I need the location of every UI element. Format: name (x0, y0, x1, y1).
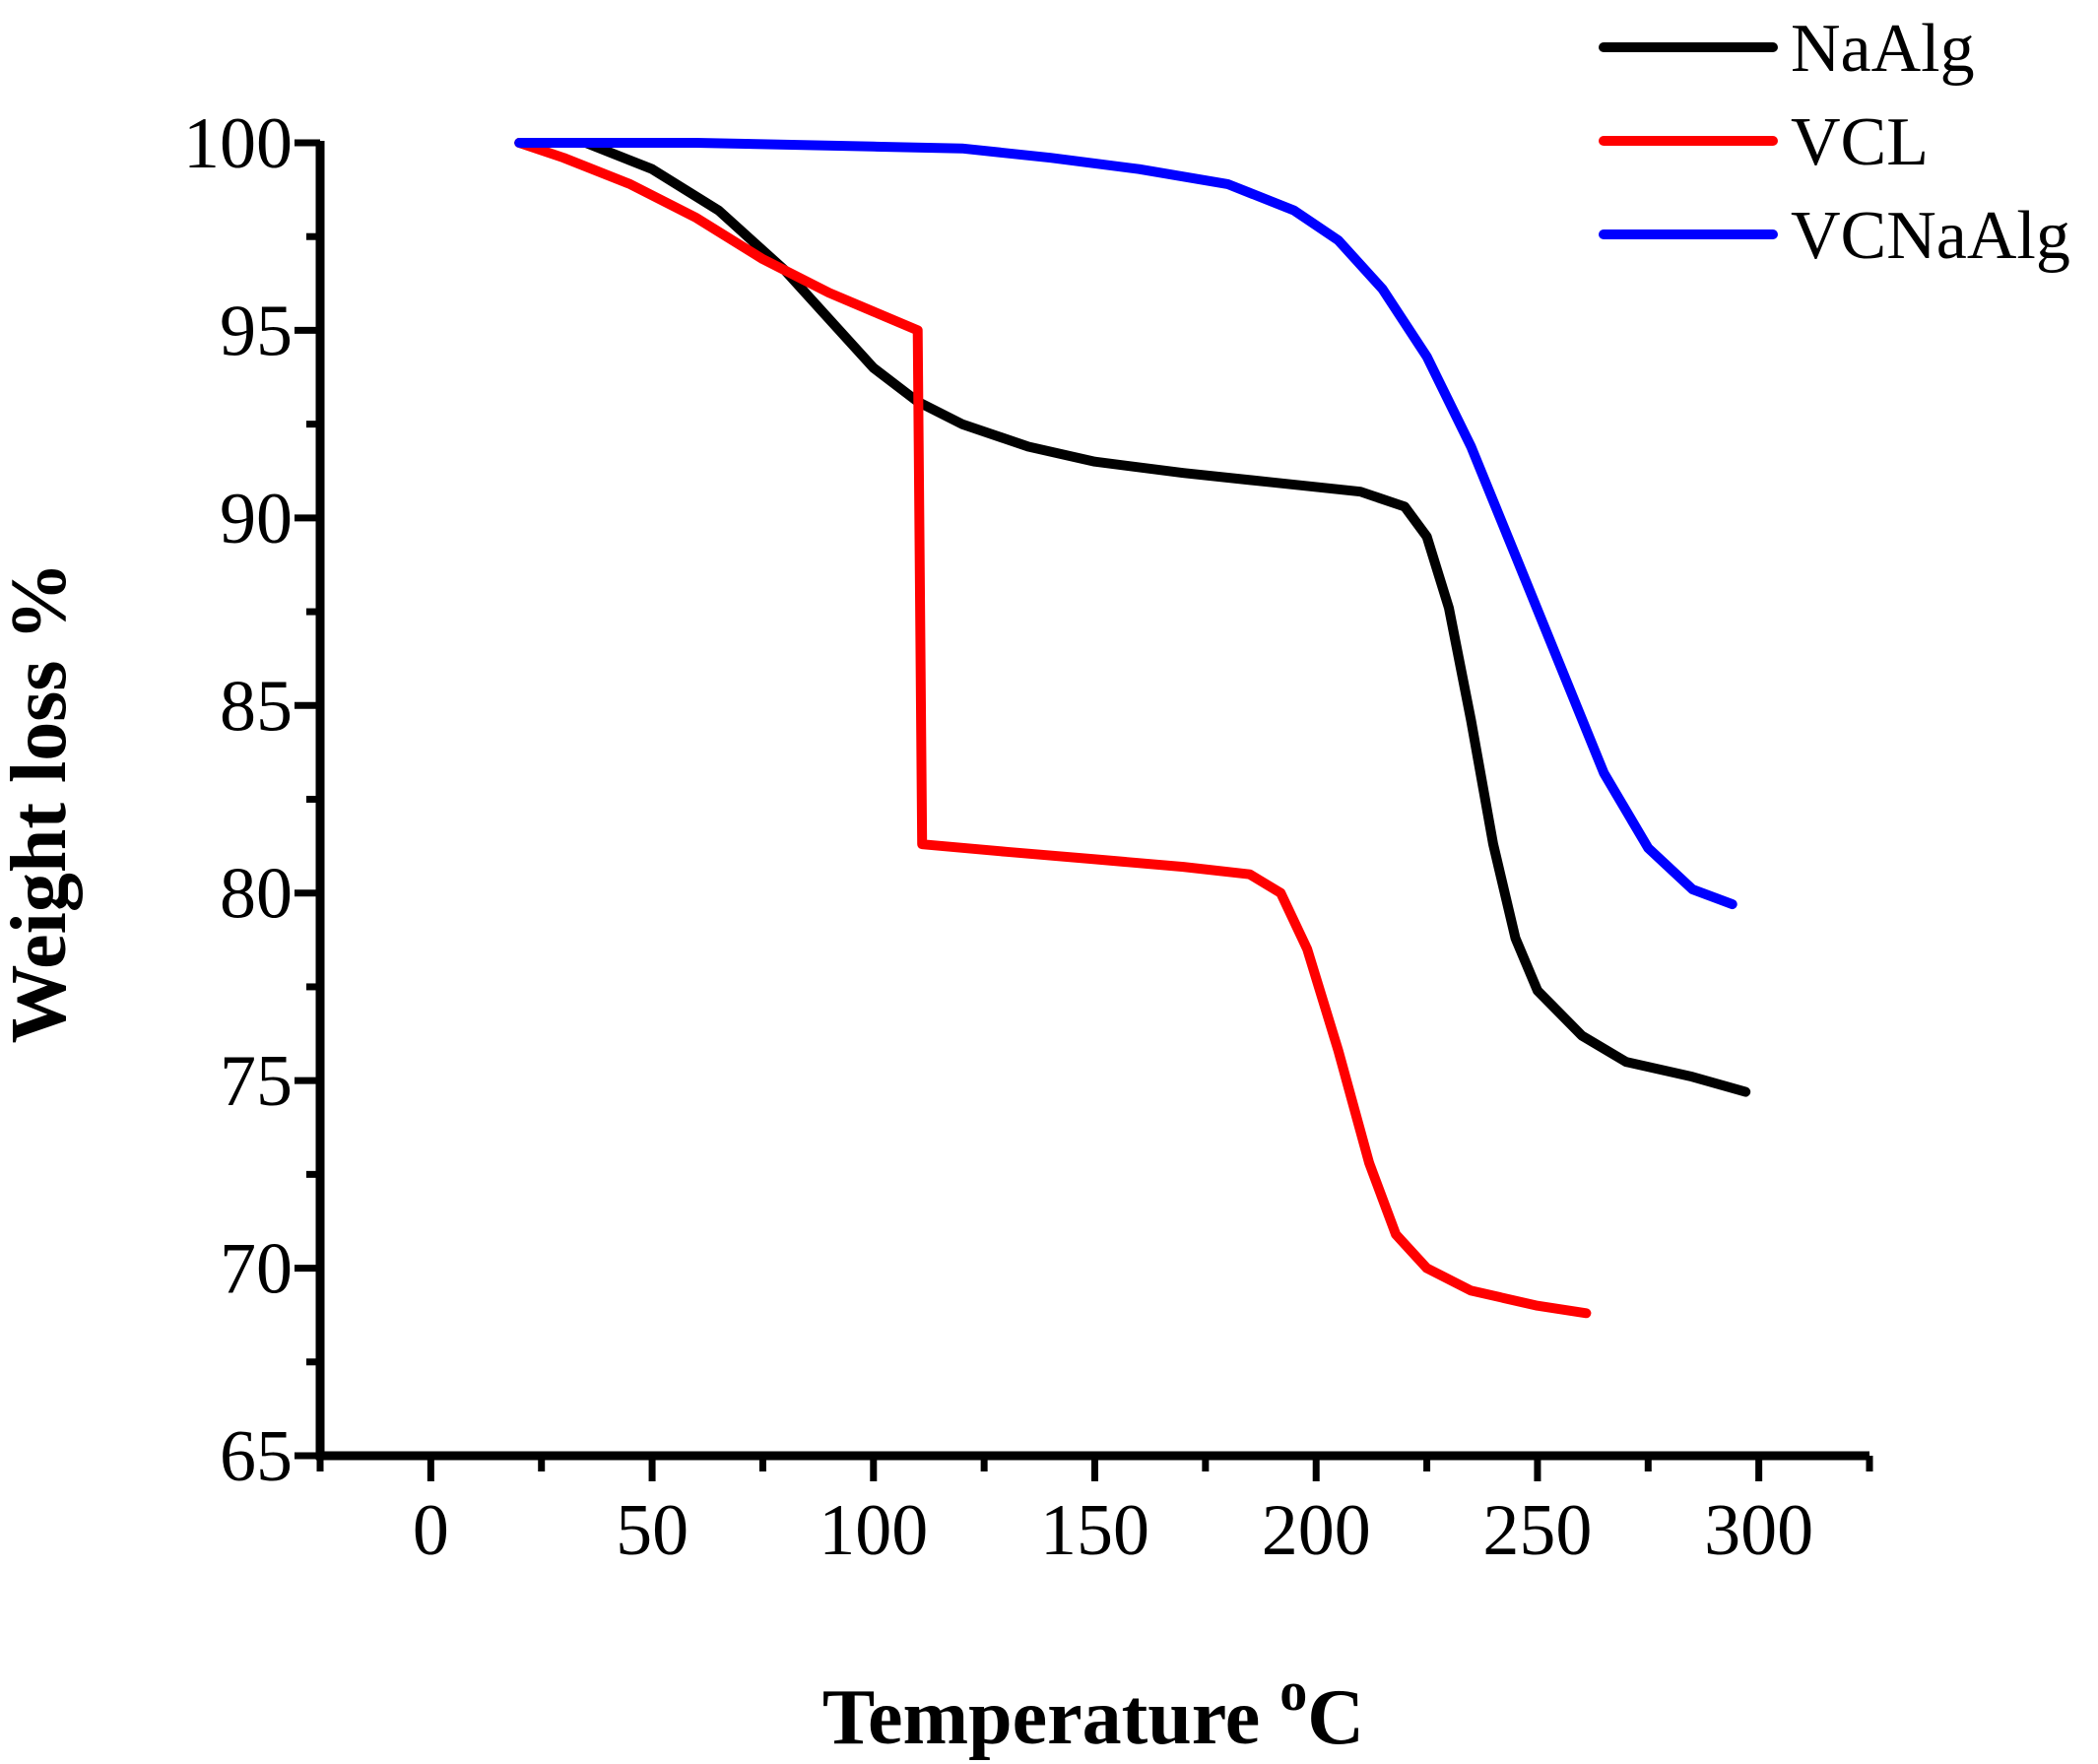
x-tick-label: 300 (1704, 1490, 1813, 1571)
y-tick-label: 100 (183, 103, 293, 184)
legend: NaAlg VCL VCNaAlg (1599, 11, 2070, 274)
legend-label-vcnaalg: VCNaAlg (1791, 198, 2070, 274)
y-tick-label: 70 (220, 1229, 293, 1310)
axes (295, 139, 1873, 1481)
y-tick-label: 85 (220, 666, 293, 747)
legend-label-naalg: NaAlg (1791, 11, 1975, 87)
y-axis-title: Weight loss % (0, 562, 83, 1044)
y-tick-label: 90 (220, 479, 293, 559)
x-tick-label: 150 (1040, 1490, 1149, 1571)
y-tick-label: 75 (220, 1041, 293, 1122)
series-line-naalg (514, 138, 1751, 1097)
x-axis-title: Temperature oC (822, 1662, 1364, 1761)
legend-label-vcl: VCL (1791, 104, 1929, 180)
series-layer (514, 138, 1751, 1319)
x-tick-label: 0 (413, 1490, 449, 1571)
tick-labels: 65 70 75 80 85 90 95 100 0 50 100 150 200 250 300 (183, 103, 1813, 1571)
x-tick-label: 200 (1262, 1490, 1371, 1571)
y-tick-label: 80 (220, 854, 293, 935)
series-line-vcl (514, 138, 1592, 1319)
y-tick-label: 65 (220, 1416, 293, 1497)
x-tick-label: 100 (819, 1490, 928, 1571)
y-tick-label: 95 (220, 291, 293, 371)
x-tick-label: 250 (1482, 1490, 1592, 1571)
x-tick-label: 50 (616, 1490, 688, 1571)
series-line-vcnaalg (514, 138, 1737, 910)
